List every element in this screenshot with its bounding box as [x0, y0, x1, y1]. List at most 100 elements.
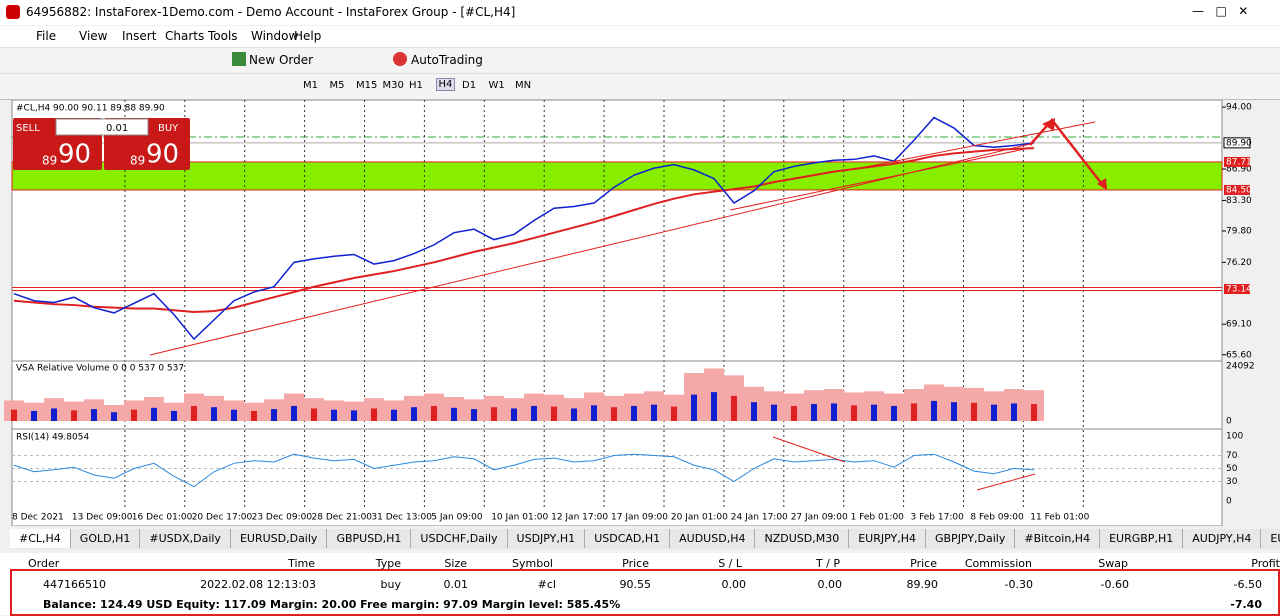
y-tick-label: 83.30: [1226, 196, 1252, 206]
date-label: 23 Dec 09:00: [252, 513, 313, 523]
chart-tab[interactable]: EURJPY,H4: [849, 529, 926, 548]
trade-panel-text: 89: [130, 154, 145, 168]
icon: [393, 52, 407, 66]
volume-bar: [451, 407, 457, 421]
y-tick-label: 0: [1226, 417, 1232, 427]
trend-line: [729, 147, 1031, 211]
menu-item[interactable]: View: [79, 29, 108, 43]
volume-bar: [871, 404, 877, 421]
chart-tab[interactable]: AUDJPY,H4: [1183, 529, 1262, 548]
timeframe-button[interactable]: H4: [435, 78, 456, 91]
timeframe-button[interactable]: M15: [356, 80, 378, 91]
y-tick-label: 100: [1226, 432, 1243, 442]
menu-item[interactable]: Insert: [122, 29, 157, 43]
autotrading-button[interactable]: AutoTrading: [411, 53, 483, 67]
menu-item[interactable]: Tools: [208, 29, 238, 43]
volume-bar: [651, 404, 657, 421]
column-header: Size: [444, 557, 467, 570]
y-tick-label: 79.80: [1226, 226, 1252, 236]
trade-panel-text: BUY: [158, 123, 179, 134]
volume-bar: [511, 408, 517, 421]
volume-bar: [91, 409, 97, 421]
order-cell: buy: [380, 578, 401, 591]
date-label: 17 Jan 09:00: [611, 513, 668, 523]
price-tag: [1224, 156, 1250, 167]
volume-bar: [611, 407, 617, 421]
price-tag: [1224, 184, 1250, 195]
date-label: 20 Dec 17:00: [192, 513, 253, 523]
column-header: T / P: [815, 557, 840, 570]
column-header: Time: [288, 557, 315, 570]
chart-tab[interactable]: GBPJPY,Daily: [926, 529, 1016, 548]
menu-item[interactable]: Charts: [165, 29, 205, 43]
timeframe-button[interactable]: W1: [488, 80, 505, 91]
menu-item[interactable]: Help: [294, 29, 322, 43]
chart-tab[interactable]: EURGBP,H1: [1100, 529, 1184, 548]
order-cell: #cl: [537, 578, 556, 591]
chart-tabs: #CL,H4 GOLD,H1 #USDX,Daily EURUSD,Daily GBPU…: [10, 529, 1280, 549]
timeframe-button[interactable]: D1: [462, 80, 477, 91]
column-header: Profit: [1251, 557, 1280, 570]
chart-tab[interactable]: USDJPY,H1: [508, 529, 586, 548]
trade-panel-text: 90: [146, 140, 179, 170]
arrow-head: [1042, 118, 1055, 131]
timeframe-button[interactable]: M30: [382, 80, 404, 91]
volume-bar: [751, 402, 757, 421]
chart-tab[interactable]: USDCAD,H1: [585, 529, 671, 548]
timeframe-button[interactable]: MN: [515, 80, 532, 91]
volume-bar: [471, 409, 477, 421]
column-header: Symbol: [512, 557, 553, 570]
chart-tab[interactable]: AUDUSD,H4: [670, 529, 756, 548]
timeframe-button[interactable]: M1: [303, 80, 318, 91]
column-header: S / L: [718, 557, 742, 570]
app-icon: [6, 5, 20, 19]
y-tick-label: 76.20: [1226, 258, 1252, 268]
volume-bar: [131, 409, 137, 421]
volume-bar: [851, 405, 857, 421]
chart-tab[interactable]: #Bitcoin,H4: [1015, 529, 1101, 548]
price-tag-label: 89.90: [1226, 138, 1252, 148]
window-controls[interactable]: — □ ✕: [1192, 4, 1249, 18]
volume-bar: [811, 404, 817, 421]
menu-item[interactable]: File: [36, 29, 57, 43]
chart-tab[interactable]: EURAUI: [1261, 529, 1280, 548]
timeframe-button[interactable]: H1: [409, 80, 423, 91]
price-tag-label: 87.71: [1226, 157, 1252, 167]
y-tick-label: 94.00: [1226, 103, 1252, 113]
new-order-button[interactable]: New Order: [249, 53, 314, 67]
price-tag: [1224, 284, 1250, 295]
chart-tab[interactable]: NZDUSD,M30: [755, 529, 850, 548]
chart-tab[interactable]: EURUSD,Daily: [231, 529, 328, 548]
menu-item[interactable]: Window: [251, 29, 299, 43]
column-header: Type: [375, 557, 401, 570]
y-tick-label: 50: [1226, 464, 1238, 474]
chart-tab[interactable]: #USDX,Daily: [140, 529, 231, 548]
column-header: Order: [28, 557, 60, 570]
menu-bar: File View Insert Charts Tools Window Help: [0, 26, 1280, 48]
order-cell: 90.55: [619, 578, 652, 591]
trade-panel-text: 90: [58, 140, 91, 170]
volume-bar: [331, 409, 337, 421]
chart-tab[interactable]: #CL,H4: [10, 529, 71, 548]
volume-bar: [591, 405, 597, 421]
volume-bar: [891, 405, 897, 421]
chart-tab[interactable]: GBPUSD,H1: [327, 529, 412, 548]
volume-bar: [911, 403, 917, 421]
timeframe-button[interactable]: M5: [329, 80, 345, 91]
column-header: Swap: [1098, 557, 1128, 570]
y-tick-label: 24092: [1226, 362, 1255, 372]
volume-bar: [71, 410, 77, 421]
volume-bar: [831, 403, 837, 421]
trade-panel-text: SELL: [16, 123, 40, 134]
volume-bar: [251, 410, 257, 421]
volume-bar: [351, 410, 357, 421]
volume-bar: [31, 410, 37, 421]
chart-tab[interactable]: GOLD,H1: [71, 529, 141, 548]
volume-bar: [1011, 403, 1017, 421]
order-cell: 0.00: [721, 578, 747, 591]
chart-tab[interactable]: USDCHF,Daily: [411, 529, 508, 548]
volume-bar: [191, 405, 197, 421]
volume-bar: [671, 406, 677, 421]
arrow-head: [1097, 178, 1107, 190]
